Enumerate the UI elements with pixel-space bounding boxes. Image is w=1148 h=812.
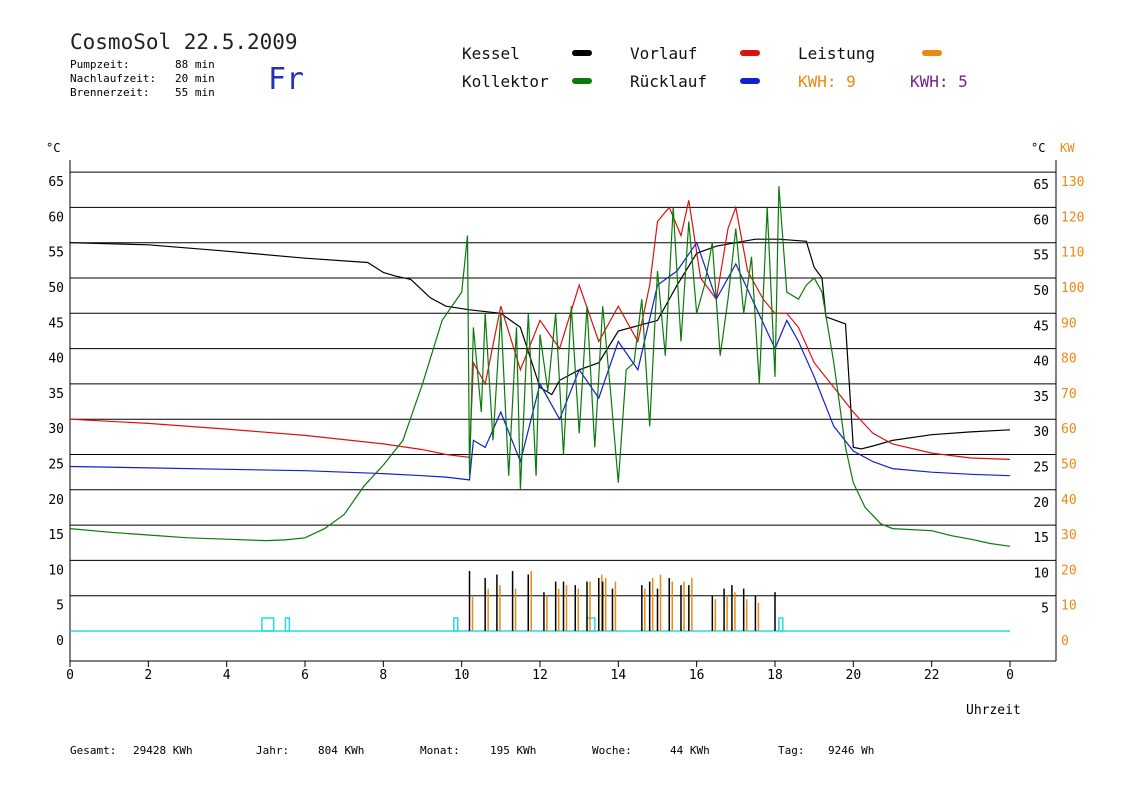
stat-label: Pumpzeit: — [70, 58, 130, 71]
stat-value: 20 min — [175, 72, 215, 85]
kw-tick-label: 50 — [1061, 458, 1077, 473]
y-tick-label-right: 30 — [1033, 425, 1049, 440]
legend-kessel-label: Kessel — [462, 44, 520, 63]
x-tick-label: 0 — [1006, 668, 1014, 683]
y-tick-label-right: 10 — [1033, 566, 1049, 581]
x-axis-label: Uhrzeit — [966, 703, 1021, 718]
legend-vorlauf-swatch — [740, 50, 760, 56]
pump-block — [778, 617, 784, 632]
y-tick-label: 65 — [48, 175, 64, 190]
x-tick-label: 10 — [454, 668, 470, 683]
kw-tick-label: 0 — [1061, 634, 1069, 649]
y-tick-label: 20 — [48, 493, 64, 508]
kw-tick-label: 120 — [1061, 210, 1084, 225]
legend-kwh-secondary: KWH: 5 — [910, 72, 968, 91]
pump-block — [453, 617, 459, 632]
y-tick-label-right: 15 — [1033, 531, 1049, 546]
legend-leistung-swatch — [922, 50, 942, 56]
y-tick-label-right: 20 — [1033, 496, 1049, 511]
stat-label: Nachlaufzeit: — [70, 72, 157, 85]
kw-tick-label: 40 — [1061, 493, 1077, 508]
y-axis-unit-right: °C — [1031, 141, 1045, 155]
y-tick-label: 10 — [48, 563, 64, 578]
x-tick-label: 6 — [301, 668, 309, 683]
legend-ruecklauf-swatch — [740, 78, 760, 84]
footer-label: Gesamt: — [70, 744, 117, 757]
x-tick-label: 8 — [379, 668, 387, 683]
y-axis-unit-left: °C — [46, 141, 60, 155]
weekday-label: Fr — [268, 62, 305, 97]
footer-value: 195 KWh — [490, 744, 537, 757]
y-tick-label: 55 — [48, 246, 64, 261]
kw-tick-label: 110 — [1061, 246, 1084, 261]
legend-kessel-swatch — [572, 50, 592, 56]
y-tick-label: 0 — [56, 634, 64, 649]
series-ruecklauf-line — [69, 241, 1011, 481]
footer-value: 29428 KWh — [133, 744, 193, 757]
stat-value: 88 min — [175, 58, 215, 71]
legend-kollektor-swatch — [572, 78, 592, 84]
kw-tick-label: 130 — [1061, 175, 1084, 190]
footer-label: Tag: — [778, 744, 805, 757]
kw-tick-label: 10 — [1061, 599, 1077, 614]
kw-tick-label: 30 — [1061, 528, 1077, 543]
stat-value: 55 min — [175, 86, 215, 99]
legend-kwh-total: KWH: 9 — [798, 72, 856, 91]
x-tick-label: 12 — [532, 668, 548, 683]
y-axis-unit-kw: KW — [1060, 141, 1075, 155]
x-tick-label: 20 — [846, 668, 862, 683]
series-vorlauf-line — [69, 200, 1011, 460]
legend-leistung-label: Leistung — [798, 44, 876, 63]
x-tick-label: 16 — [689, 668, 705, 683]
kw-tick-label: 60 — [1061, 422, 1077, 437]
y-tick-label-right: 60 — [1033, 213, 1049, 228]
x-tick-label: 14 — [611, 668, 627, 683]
series-kessel-line — [69, 238, 1011, 450]
y-tick-label-right: 40 — [1033, 355, 1049, 370]
legend-ruecklauf-label: Rücklauf — [630, 72, 708, 91]
x-tick-label: 2 — [144, 668, 152, 683]
x-tick-label: 0 — [66, 668, 74, 683]
series-kollektor-line — [69, 186, 1011, 547]
footer-value: 9246 Wh — [828, 744, 875, 757]
y-tick-label: 40 — [48, 352, 64, 367]
y-tick-label: 30 — [48, 422, 64, 437]
kw-tick-label: 70 — [1061, 387, 1077, 402]
y-tick-label-right: 35 — [1033, 390, 1049, 405]
y-tick-label-right: 25 — [1033, 461, 1049, 476]
footer-label: Jahr: — [256, 744, 290, 757]
y-tick-label: 15 — [48, 528, 64, 543]
y-tick-label-right: 45 — [1033, 319, 1049, 334]
pump-block — [586, 617, 596, 632]
kw-tick-label: 90 — [1061, 316, 1077, 331]
y-tick-label: 25 — [48, 458, 64, 473]
y-tick-label: 35 — [48, 387, 64, 402]
kw-tick-label: 100 — [1061, 281, 1084, 296]
kw-tick-label: 80 — [1061, 352, 1077, 367]
y-tick-label: 5 — [56, 599, 64, 614]
pump-block — [284, 617, 291, 632]
x-tick-label: 4 — [223, 668, 231, 683]
footer-label: Monat: — [420, 744, 460, 757]
y-tick-label-right: 50 — [1033, 284, 1049, 299]
stat-label: Brennerzeit: — [70, 86, 150, 99]
kw-tick-label: 20 — [1061, 563, 1077, 578]
legend-kollektor-label: Kollektor — [462, 72, 549, 91]
pump-block — [261, 617, 275, 632]
footer-label: Woche: — [592, 744, 632, 757]
y-tick-label: 45 — [48, 316, 64, 331]
footer-value: 44 KWh — [670, 744, 710, 757]
x-tick-label: 22 — [924, 668, 940, 683]
y-tick-label: 60 — [48, 210, 64, 225]
y-tick-label-right: 65 — [1033, 178, 1049, 193]
y-tick-label-right: 5 — [1041, 602, 1049, 617]
y-tick-label-right: 55 — [1033, 249, 1049, 264]
footer-value: 804 KWh — [318, 744, 365, 757]
y-tick-label: 50 — [48, 281, 64, 296]
legend-vorlauf-label: Vorlauf — [630, 44, 698, 63]
chart-title: CosmoSol 22.5.2009 — [70, 30, 298, 54]
x-tick-label: 18 — [767, 668, 783, 683]
